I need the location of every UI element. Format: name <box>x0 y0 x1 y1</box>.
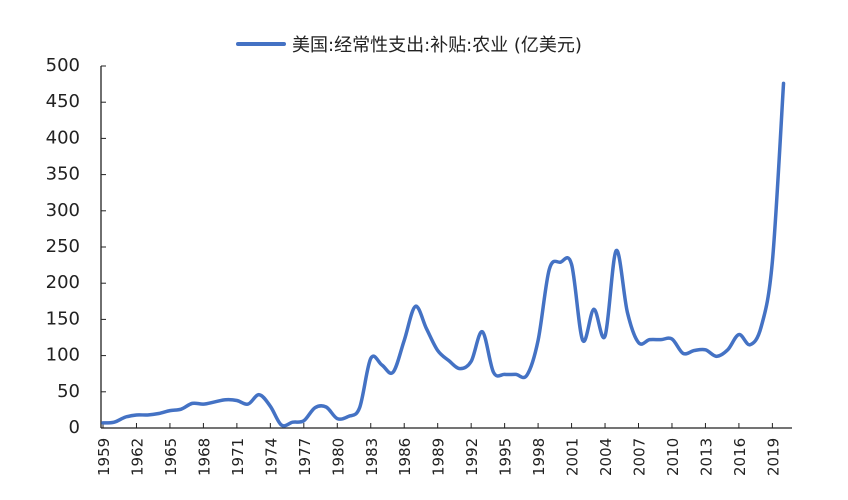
x-tick-label: 1971 <box>229 438 247 476</box>
y-tick-label: 500 <box>46 55 80 76</box>
y-tick-label: 150 <box>46 308 80 329</box>
y-tick-label: 300 <box>46 200 80 221</box>
y-tick-label: 450 <box>46 91 80 112</box>
x-tick-label: 1983 <box>363 438 381 476</box>
series-line <box>101 81 786 428</box>
x-tick-label: 1959 <box>95 438 113 476</box>
x-tick-label: 2004 <box>597 438 615 476</box>
legend-label: 美国:经常性支出:补贴:农业 (亿美元) <box>292 35 582 56</box>
y-tick-label: 350 <box>46 164 80 185</box>
x-tick-label: 1986 <box>396 438 414 476</box>
x-tick-label: 2013 <box>697 438 715 476</box>
x-tick-label: 2001 <box>564 438 582 476</box>
x-tick-label: 1995 <box>497 438 515 476</box>
x-tick-label: 1965 <box>162 438 180 476</box>
y-tick-label: 250 <box>46 236 80 257</box>
x-tick-label: 1974 <box>262 438 280 476</box>
y-tick-label: 50 <box>57 381 80 402</box>
x-tick-label: 1998 <box>530 438 548 476</box>
x-tick-label: 1962 <box>128 438 146 476</box>
y-tick-label: 400 <box>46 127 80 148</box>
y-tick-label: 0 <box>69 417 80 438</box>
x-tick-label: 2016 <box>731 438 749 476</box>
x-tick-label: 1980 <box>329 438 347 476</box>
y-tick-label: 200 <box>46 272 80 293</box>
x-tick-label: 1977 <box>296 438 314 476</box>
chart-legend: 美国:经常性支出:补贴:农业 (亿美元) <box>236 30 582 58</box>
x-tick-label: 1989 <box>430 438 448 476</box>
x-tick-label: 2010 <box>664 438 682 476</box>
x-tick-label: 2019 <box>764 438 782 476</box>
x-tick-label: 1968 <box>195 438 213 476</box>
legend-line-swatch <box>236 42 286 46</box>
y-tick-label: 100 <box>46 345 80 366</box>
x-tick-label: 1992 <box>463 438 481 476</box>
x-tick-label: 2007 <box>631 438 649 476</box>
